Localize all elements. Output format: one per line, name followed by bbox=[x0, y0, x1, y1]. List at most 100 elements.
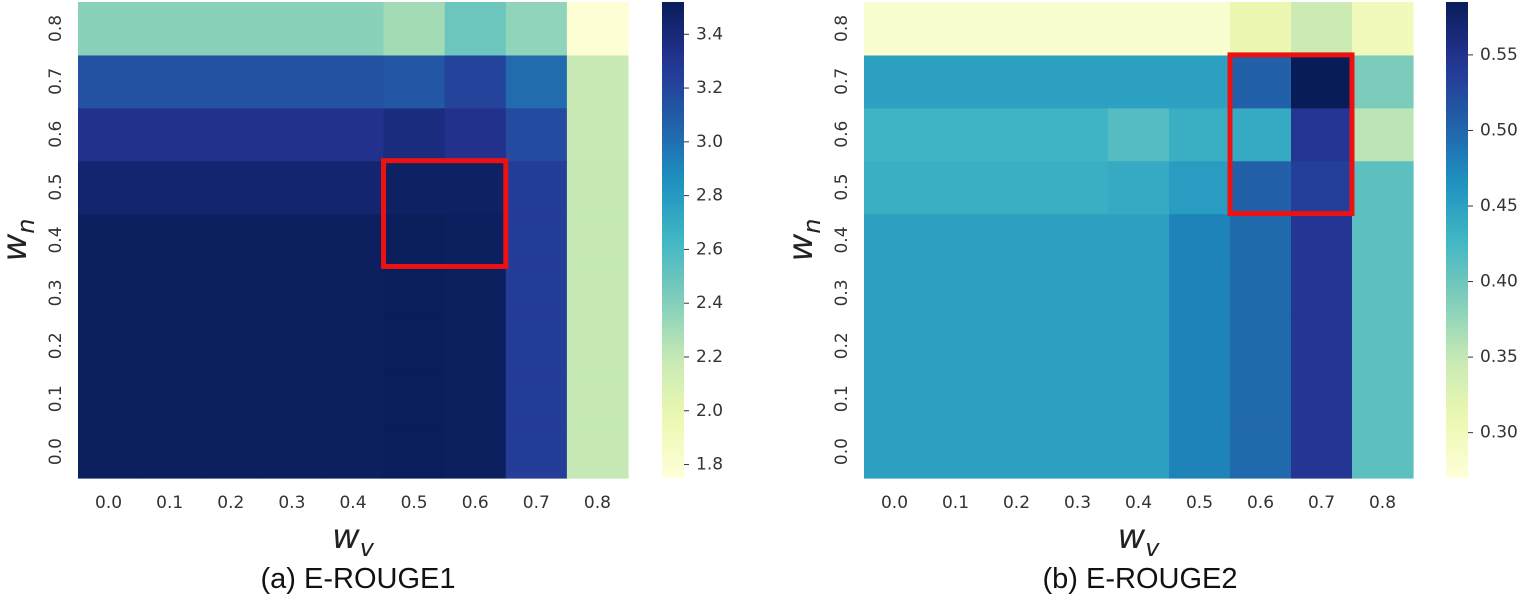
heatmap-cell bbox=[986, 54, 1048, 109]
x-tick-label: 0.6 bbox=[462, 493, 489, 513]
colorbar-tick-label: 2.8 bbox=[696, 186, 723, 206]
heatmap-cell bbox=[864, 54, 926, 109]
heatmap-cell bbox=[1108, 2, 1170, 56]
y-tick-label: 0.5 bbox=[832, 174, 852, 201]
heatmap-cell bbox=[1047, 213, 1109, 268]
heatmap-cell bbox=[322, 266, 385, 320]
heatmap-cell bbox=[505, 319, 568, 373]
heatmap-cell bbox=[261, 425, 324, 479]
heatmap-cell bbox=[986, 425, 1048, 479]
heatmap-cell bbox=[1291, 266, 1353, 320]
heatmap-cell bbox=[925, 372, 987, 426]
x-tick-label: 0.4 bbox=[1125, 493, 1152, 513]
panel-caption: (b) E-ROUGE2 bbox=[1043, 563, 1238, 595]
heatmap-cell bbox=[864, 107, 926, 162]
heatmap-cell bbox=[1291, 2, 1353, 56]
heatmap-cell bbox=[1352, 213, 1414, 268]
heatmap-cell bbox=[1230, 2, 1292, 56]
heatmap-cell bbox=[505, 107, 568, 162]
heatmap-cell bbox=[139, 425, 201, 479]
heatmap-cell bbox=[200, 266, 262, 320]
colorbar-tick-label: 3.4 bbox=[696, 24, 723, 44]
heatmap-cell bbox=[925, 54, 987, 109]
y-tick-label: 0.6 bbox=[46, 121, 66, 148]
heatmap-cell bbox=[200, 160, 262, 215]
y-tick-label: 0.3 bbox=[832, 279, 852, 306]
heatmap-cell bbox=[1169, 425, 1231, 479]
heatmap-cell bbox=[200, 425, 262, 479]
heatmap-cell bbox=[864, 425, 926, 479]
y-tick-label: 0.1 bbox=[832, 385, 852, 412]
heatmap-cell bbox=[322, 54, 385, 109]
heatmap-cell bbox=[1108, 319, 1170, 373]
heatmap-cell bbox=[261, 107, 324, 162]
y-tick-label: 0.7 bbox=[46, 68, 66, 95]
colorbar-tick-label: 2.0 bbox=[696, 401, 723, 421]
heatmap-cell bbox=[1230, 425, 1292, 479]
colorbar bbox=[1446, 2, 1468, 478]
heatmap-cell bbox=[383, 213, 446, 268]
heatmap-cell bbox=[383, 266, 446, 320]
heatmap-cell bbox=[322, 213, 385, 268]
x-tick-label: 0.7 bbox=[523, 493, 550, 513]
highlight-box bbox=[1227, 52, 1355, 217]
heatmap-cell bbox=[444, 107, 507, 162]
heatmap-cell bbox=[78, 266, 140, 320]
heatmap-cell bbox=[200, 2, 262, 56]
heatmap-cell bbox=[261, 266, 324, 320]
y-tick-label: 0.2 bbox=[46, 332, 66, 359]
y-tick-label: 0.3 bbox=[46, 279, 66, 306]
heatmap-cell bbox=[566, 2, 629, 56]
heatmap-cell bbox=[1291, 107, 1353, 162]
heatmap-cell bbox=[1291, 160, 1353, 215]
heatmap-cell bbox=[986, 319, 1048, 373]
heatmap-panel-e-rouge2: 0.0 0.1 0.2 0.3 0.4 0.5 0.6 0.7 0.80.00.10.20.30… bbox=[781, 2, 1518, 595]
heatmap-cell bbox=[1352, 160, 1414, 215]
heatmap-cell bbox=[261, 319, 324, 373]
heatmap-cell bbox=[1108, 160, 1170, 215]
y-tick-label: 0.4 bbox=[832, 226, 852, 253]
heatmap-cell bbox=[925, 213, 987, 268]
colorbar-tick-label: 1.8 bbox=[696, 455, 723, 475]
heatmap-cell bbox=[139, 266, 201, 320]
heatmap-cell bbox=[864, 266, 926, 320]
x-tick-label: 0.2 bbox=[217, 493, 244, 513]
heatmap-cell bbox=[864, 372, 926, 426]
heatmap-cell bbox=[986, 107, 1048, 162]
heatmap-cell bbox=[200, 107, 262, 162]
heatmap-cell bbox=[139, 107, 201, 162]
heatmap-cell bbox=[1169, 160, 1231, 215]
heatmap-cell bbox=[383, 372, 446, 426]
heatmap-cell bbox=[1169, 266, 1231, 320]
x-tick-label: 0.5 bbox=[1186, 493, 1213, 513]
x-axis-label: wv bbox=[1117, 517, 1160, 562]
panel-caption: (a) E-ROUGE1 bbox=[261, 563, 456, 595]
heatmap-cell bbox=[1108, 213, 1170, 268]
heatmap-cell bbox=[1047, 54, 1109, 109]
y-axis-label: wn bbox=[0, 218, 40, 261]
heatmap-cell bbox=[1047, 2, 1109, 56]
heatmap-cell bbox=[1169, 107, 1231, 162]
heatmap-cell bbox=[200, 372, 262, 426]
heatmap-cell bbox=[864, 160, 926, 215]
heatmap-cell bbox=[1169, 54, 1231, 109]
heatmap-cell bbox=[1352, 107, 1414, 162]
colorbar-tick-label: 0.55 bbox=[1480, 45, 1518, 65]
heatmap-cell bbox=[444, 425, 507, 479]
heatmap-cell bbox=[444, 54, 507, 109]
x-tick-label: 0.4 bbox=[339, 493, 366, 513]
x-tick-label: 0.6 bbox=[1247, 493, 1274, 513]
highlight-box bbox=[381, 158, 509, 269]
heatmap-cell bbox=[864, 2, 926, 56]
y-tick-label: 0.8 bbox=[46, 15, 66, 42]
heatmap-cell bbox=[261, 2, 324, 56]
heatmap-cell bbox=[1047, 425, 1109, 479]
heatmap-cell bbox=[1230, 160, 1292, 215]
heatmap-cell bbox=[444, 2, 507, 56]
heatmap-cell bbox=[505, 2, 568, 56]
heatmap-cell bbox=[78, 319, 140, 373]
heatmap-cell bbox=[1108, 266, 1170, 320]
heatmap-cell bbox=[864, 213, 926, 268]
heatmap-cell bbox=[1230, 54, 1292, 109]
